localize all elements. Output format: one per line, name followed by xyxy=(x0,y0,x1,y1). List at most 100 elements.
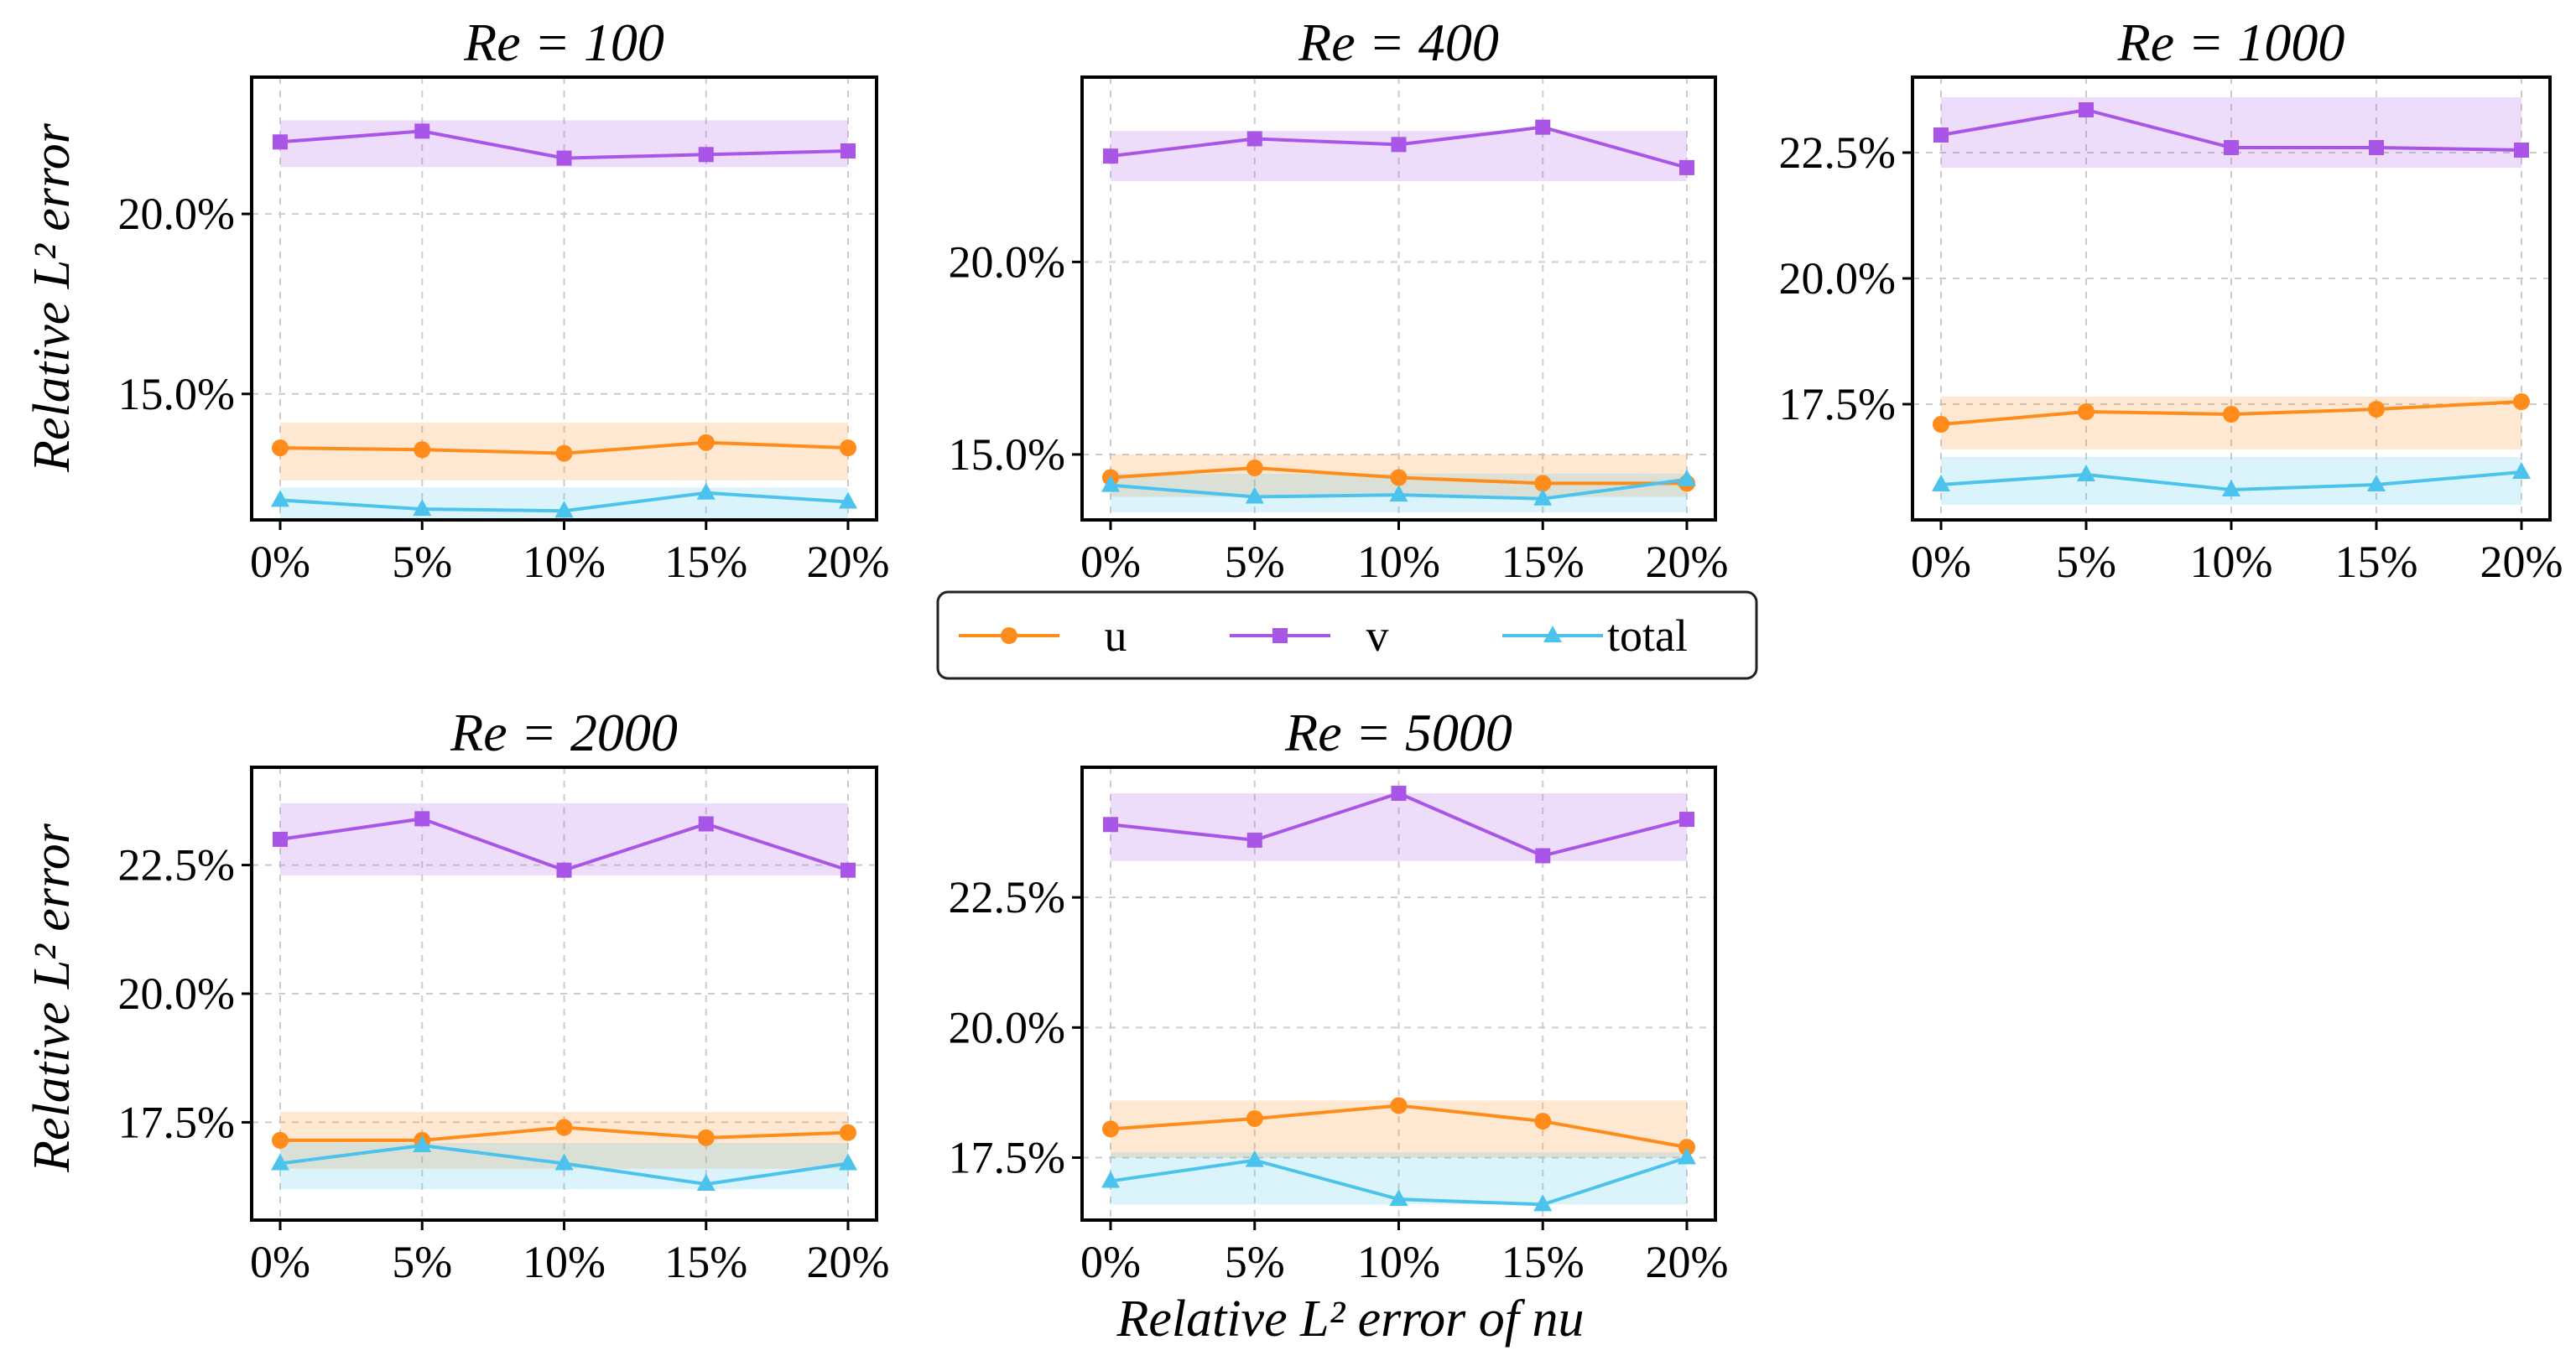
x-tick-label: 20% xyxy=(807,1237,890,1287)
point-v xyxy=(414,123,430,139)
point-u xyxy=(697,1129,715,1146)
point-total xyxy=(271,490,289,507)
point-v xyxy=(698,147,714,163)
point-u xyxy=(840,439,856,457)
point-total xyxy=(1101,475,1120,492)
point-total xyxy=(413,499,432,517)
subplot-title: Re = 400 xyxy=(1298,13,1499,72)
legend-label-total: total xyxy=(1607,610,1688,661)
point-v xyxy=(556,862,572,878)
point-u xyxy=(555,1119,573,1136)
x-tick-label: 10% xyxy=(523,537,606,587)
point-v xyxy=(1933,127,1949,143)
point-total xyxy=(1101,1171,1120,1188)
point-v xyxy=(840,862,856,878)
y-tick-label: 15.0% xyxy=(118,369,235,419)
point-v xyxy=(1246,832,1262,848)
point-total xyxy=(2512,462,2531,479)
x-tick-label: 5% xyxy=(392,537,452,587)
subplot-1: 0% 5% 10% 15% 20% 15.0% 20.0% Re = 100 xyxy=(118,13,890,587)
band-v xyxy=(1111,793,1687,861)
point-u xyxy=(1678,1139,1695,1156)
point-u xyxy=(414,441,431,459)
x-tick-label: 20% xyxy=(2480,537,2563,587)
x-tick-label: 0% xyxy=(250,537,310,587)
legend-marker-v xyxy=(1272,628,1288,643)
y-tick-label: 17.5% xyxy=(118,1097,235,1147)
point-total xyxy=(1389,1189,1408,1207)
x-tick-label: 5% xyxy=(392,1237,452,1287)
point-v xyxy=(273,134,288,150)
x-tick-label: 15% xyxy=(2335,537,2418,587)
y-tick-label: 17.5% xyxy=(1779,379,1896,429)
x-tick-label: 10% xyxy=(1357,1237,1440,1287)
point-v xyxy=(2514,143,2529,158)
band-v xyxy=(1941,97,2521,168)
subplot-title: Re = 1000 xyxy=(2117,13,2345,72)
point-total xyxy=(1389,485,1408,502)
y-tick-label: 20.0% xyxy=(949,1002,1065,1052)
point-v xyxy=(1535,848,1551,864)
y-tick-label: 20.0% xyxy=(1779,253,1896,304)
x-tick-label: 15% xyxy=(664,1237,747,1287)
x-tick-label: 20% xyxy=(807,537,890,587)
point-u xyxy=(1534,475,1552,492)
point-u xyxy=(1102,1120,1119,1138)
x-tick-label: 20% xyxy=(1646,1237,1729,1287)
point-u xyxy=(1534,1113,1552,1130)
point-u xyxy=(2078,403,2095,420)
legend-box xyxy=(936,590,1758,680)
subplot-title: Re = 100 xyxy=(463,13,664,72)
point-total xyxy=(413,1135,432,1153)
point-u xyxy=(1246,1109,1263,1127)
y-tick-label: 17.5% xyxy=(949,1133,1065,1183)
point-total xyxy=(2077,465,2095,481)
point-v xyxy=(698,816,714,832)
x-tick-label: 10% xyxy=(523,1237,606,1287)
x-tick-label: 20% xyxy=(1646,537,1729,587)
point-total xyxy=(1533,488,1553,506)
point-v xyxy=(2079,102,2094,117)
point-v xyxy=(1246,131,1262,147)
point-total xyxy=(2367,475,2386,491)
subplot-2: 0% 5% 10% 15% 20% 15.0% 20.0% Re = 400 xyxy=(949,13,1729,587)
point-u xyxy=(1390,1097,1408,1114)
legend-entry-v: v xyxy=(1230,610,1389,661)
point-total xyxy=(554,501,574,518)
point-v xyxy=(1535,119,1551,135)
x-tick-label: 0% xyxy=(1911,537,1971,587)
legend-label-u: u xyxy=(1105,610,1127,661)
point-total xyxy=(1932,475,1950,491)
point-u xyxy=(2223,406,2240,423)
x-tick-label: 15% xyxy=(1501,1237,1585,1287)
point-v xyxy=(414,811,430,827)
y-tick-label: 22.5% xyxy=(118,840,235,891)
point-v xyxy=(556,150,572,166)
point-u xyxy=(272,439,289,457)
y-tick-label: 15.0% xyxy=(949,429,1065,480)
x-tick-label: 5% xyxy=(2056,537,2116,587)
x-tick-label: 0% xyxy=(1080,537,1141,587)
point-total xyxy=(1678,469,1696,486)
point-total xyxy=(839,491,857,509)
point-total xyxy=(1678,1147,1696,1165)
legend-label-v: v xyxy=(1366,610,1389,661)
y-axis-label-top: Relative L² error xyxy=(23,122,81,473)
legend-marker-u xyxy=(1001,627,1017,644)
point-v xyxy=(1679,159,1694,175)
point-total xyxy=(1533,1194,1553,1212)
point-u xyxy=(1246,460,1263,477)
legend-marker-total xyxy=(1543,626,1562,642)
x-tick-label: 0% xyxy=(1080,1237,1141,1287)
y-tick-label: 20.0% xyxy=(118,969,235,1019)
point-u xyxy=(697,434,715,451)
x-axis-label: Relative L² error of nu xyxy=(1116,1291,1584,1348)
subplot-3: 0% 5% 10% 15% 20% 17.5% 20.0% 22.5% Re = 1000 xyxy=(1779,13,2563,587)
subplot-title: Re = 2000 xyxy=(450,703,678,762)
point-v xyxy=(2369,140,2384,155)
y-tick-label: 22.5% xyxy=(1779,127,1896,178)
point-v xyxy=(1679,812,1694,828)
point-v xyxy=(1103,148,1118,164)
subplot-5: 0% 5% 10% 15% 20% 17.5% 20.0% 22.5% Re = 5000 xyxy=(949,703,1729,1287)
